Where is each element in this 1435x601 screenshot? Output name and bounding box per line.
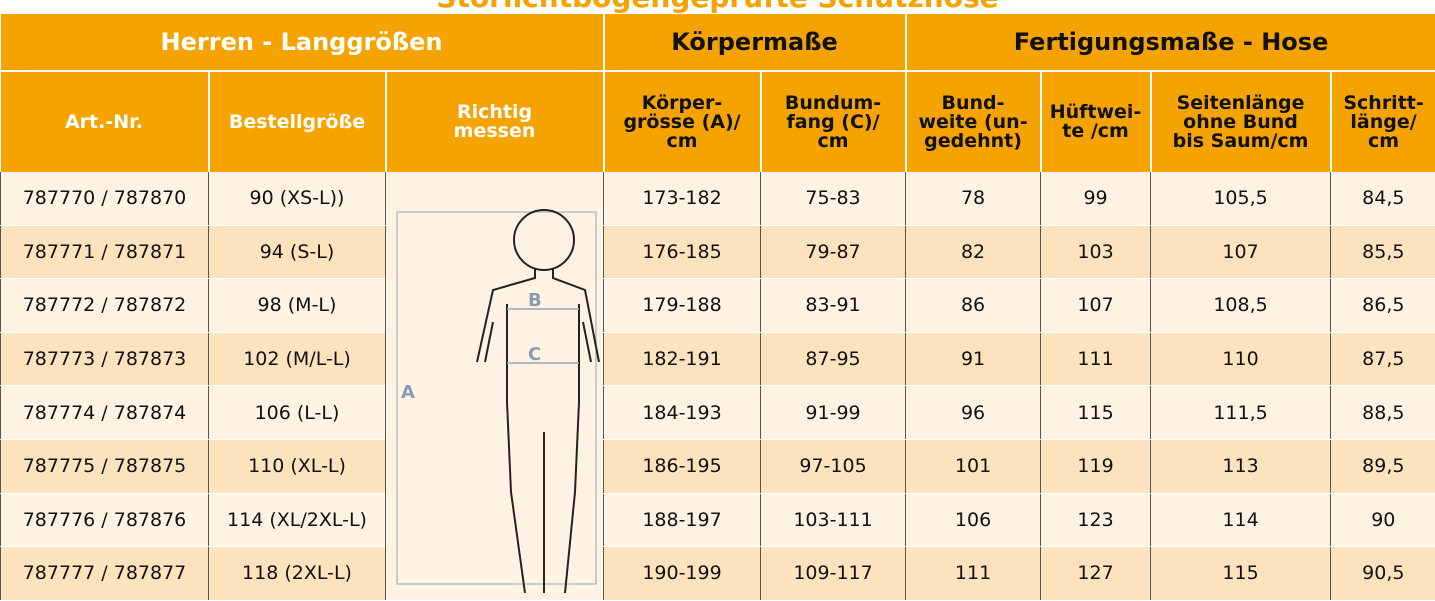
- column-header: Körper- grösse (A)/ cm: [604, 71, 761, 172]
- table-cell: 184-193: [604, 386, 761, 440]
- table-cell: 91-99: [761, 386, 906, 440]
- table-cell: 98 (M-L): [209, 279, 386, 333]
- title: Störlichtbogengeprüfte Schutzhose: [0, 0, 1435, 14]
- table-cell: 102 (M/L-L): [209, 332, 386, 386]
- table-cell: 118 (2XL-L): [209, 547, 386, 601]
- table-cell: 106 (L-L): [209, 386, 386, 440]
- table-cell: 111: [1041, 332, 1151, 386]
- table-cell: 176-185: [604, 225, 761, 279]
- table-cell: 101: [906, 439, 1041, 493]
- table-cell: 86,5: [1331, 279, 1435, 333]
- label-a: A: [401, 382, 415, 403]
- table-cell: 99: [1041, 172, 1151, 225]
- table-cell: 87,5: [1331, 332, 1435, 386]
- table-cell: 87-95: [761, 332, 906, 386]
- table-cell: 188-197: [604, 493, 761, 547]
- table-cell: 89,5: [1331, 439, 1435, 493]
- table-cell: 96: [906, 386, 1041, 440]
- table-cell: 182-191: [604, 332, 761, 386]
- label-c: C: [528, 344, 541, 365]
- group-header: Herren - Langgrößen: [1, 14, 604, 71]
- table-cell: 127: [1041, 547, 1151, 601]
- table-cell: 787770 / 787870: [1, 172, 209, 225]
- column-header: Seitenlänge ohne Bund bis Saum/cm: [1151, 71, 1331, 172]
- table-cell: 787773 / 787873: [1, 332, 209, 386]
- table-cell: 97-105: [761, 439, 906, 493]
- column-header: Schritt- länge/ cm: [1331, 71, 1435, 172]
- column-header: Bestellgröße: [209, 71, 386, 172]
- column-header: Bund- weite (un- gedehnt): [906, 71, 1041, 172]
- table-cell: 787775 / 787875: [1, 439, 209, 493]
- table-cell: 114: [1151, 493, 1331, 547]
- label-b: B: [528, 290, 542, 311]
- table-cell: 179-188: [604, 279, 761, 333]
- table-cell: 110: [1151, 332, 1331, 386]
- table-cell: 787777 / 787877: [1, 547, 209, 601]
- table-cell: 186-195: [604, 439, 761, 493]
- table-cell: 109-117: [761, 547, 906, 601]
- table-cell: 111: [906, 547, 1041, 601]
- table-cell: 110 (XL-L): [209, 439, 386, 493]
- table-cell: 82: [906, 225, 1041, 279]
- table-cell: 90 (XS-L)): [209, 172, 386, 225]
- table-cell: 94 (S-L): [209, 225, 386, 279]
- table-cell: 91: [906, 332, 1041, 386]
- table-cell: 119: [1041, 439, 1151, 493]
- table-cell: 106: [906, 493, 1041, 547]
- page: Störlichtbogengeprüfte Schutzhose Herren…: [0, 0, 1435, 593]
- measure-figure: A B C: [385, 172, 603, 593]
- table-cell: 103-111: [761, 493, 906, 547]
- table-cell: 111,5: [1151, 386, 1331, 440]
- table-cell: 173-182: [604, 172, 761, 225]
- table-cell: 105,5: [1151, 172, 1331, 225]
- table-cell: 83-91: [761, 279, 906, 333]
- table-cell: 787776 / 787876: [1, 493, 209, 547]
- table-cell: 79-87: [761, 225, 906, 279]
- table-cell: 90,5: [1331, 547, 1435, 601]
- table-cell: 107: [1151, 225, 1331, 279]
- table-cell: 787774 / 787874: [1, 386, 209, 440]
- column-header: Art.-Nr.: [1, 71, 209, 172]
- table-cell: 787771 / 787871: [1, 225, 209, 279]
- table-cell: 113: [1151, 439, 1331, 493]
- table-cell: 114 (XL/2XL-L): [209, 493, 386, 547]
- group-header: Fertigungsmaße - Hose: [906, 14, 1435, 71]
- table-cell: 787772 / 787872: [1, 279, 209, 333]
- column-header: Richtig messen: [386, 71, 604, 172]
- table-cell: 84,5: [1331, 172, 1435, 225]
- table-cell: 115: [1151, 547, 1331, 601]
- table-cell: 108,5: [1151, 279, 1331, 333]
- column-header: Hüftwei- te /cm: [1041, 71, 1151, 172]
- table-cell: 88,5: [1331, 386, 1435, 440]
- table-cell: 86: [906, 279, 1041, 333]
- table-cell: 190-199: [604, 547, 761, 601]
- group-header: Körpermaße: [604, 14, 906, 71]
- table-cell: 75-83: [761, 172, 906, 225]
- table-cell: 78: [906, 172, 1041, 225]
- table-cell: 123: [1041, 493, 1151, 547]
- table-cell: 85,5: [1331, 225, 1435, 279]
- column-header: Bundum- fang (C)/ cm: [761, 71, 906, 172]
- table-cell: 103: [1041, 225, 1151, 279]
- table-cell: 107: [1041, 279, 1151, 333]
- table-cell: 90: [1331, 493, 1435, 547]
- table-cell: 115: [1041, 386, 1151, 440]
